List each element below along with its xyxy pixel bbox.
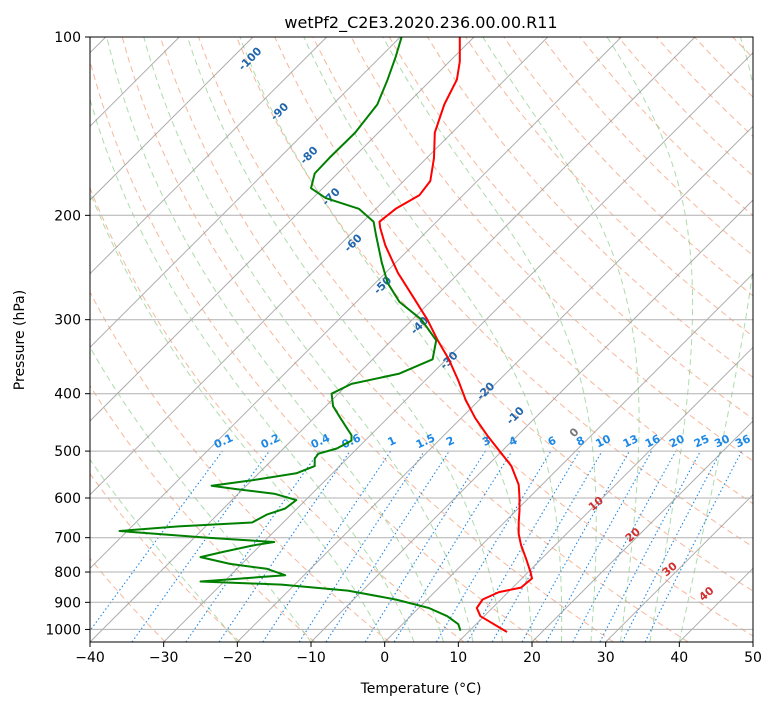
dry-adiabat-line <box>503 37 753 297</box>
x-tick-label: 50 <box>744 650 762 666</box>
x-axis-label: Temperature (°C) <box>360 681 482 697</box>
isotherm-line <box>384 272 753 642</box>
y-tick-label: 500 <box>54 444 81 460</box>
temperature-line <box>378 37 533 633</box>
moist-adiabat-line <box>382 37 597 642</box>
isotherm-line <box>90 37 622 570</box>
mixing-ratio-line <box>644 450 743 642</box>
moist-adiabat-line <box>90 190 386 642</box>
isotherm-line <box>605 493 753 642</box>
dry-adiabat-line <box>274 37 753 548</box>
x-tick-label: 0 <box>380 650 389 666</box>
isotherm-line <box>531 420 753 642</box>
mixing-ratio-line <box>325 450 450 642</box>
y-tick-label: 100 <box>54 30 81 46</box>
mixing-ratio-label: 36 <box>733 432 753 450</box>
mixing-ratio-label: 13 <box>621 432 640 450</box>
dewpoint-line <box>118 37 462 632</box>
dry-adiabat-line <box>90 384 316 642</box>
dry-adiabat-line <box>159 37 689 642</box>
x-tick-label: 30 <box>597 650 615 666</box>
dry-adiabat-line <box>426 37 753 378</box>
y-tick-label: 800 <box>54 565 81 581</box>
y-tick-label: 200 <box>54 208 81 224</box>
mixing-ratio-line <box>572 450 677 642</box>
x-tick-label: 20 <box>523 650 541 666</box>
mixing-ratio-label: 10 <box>594 432 614 450</box>
chart-title: wetPf2_C2E3.2020.236.00.00.R11 <box>284 13 557 33</box>
x-tick-label: −40 <box>75 650 105 666</box>
moist-adiabat-line <box>239 37 533 642</box>
moist-adiabat-line <box>90 458 238 642</box>
isotherm-line <box>90 37 549 496</box>
mixing-ratio-label: 16 <box>643 432 663 450</box>
moist-adiabat-line <box>678 37 753 642</box>
moist-adiabat-line <box>106 37 445 642</box>
isotherm-line <box>90 37 475 422</box>
isotherm-line <box>236 125 753 642</box>
moist-adiabat-line <box>606 37 694 642</box>
moist-adiabat-line <box>303 37 563 642</box>
mixing-ratio-label: 30 <box>712 432 732 450</box>
mixing-ratio-line <box>185 450 320 642</box>
x-tick-label: −30 <box>149 650 179 666</box>
mixing-ratio-line <box>298 450 425 642</box>
y-tick-label: 1000 <box>45 622 81 638</box>
dry-adiabat-line <box>465 37 753 338</box>
isotherm-line <box>90 37 401 349</box>
moist-adiabat-line <box>90 97 415 642</box>
mixing-ratio-line <box>218 450 351 642</box>
dry-adiabat-line <box>90 472 241 642</box>
y-tick-label: 700 <box>54 531 81 547</box>
y-tick-label: 600 <box>54 491 81 507</box>
y-tick-label: 300 <box>54 313 81 329</box>
mixing-ratio-line <box>262 450 392 642</box>
mixing-ratio-line <box>393 450 513 642</box>
isotherm-line <box>457 346 753 642</box>
moist-adiabat-line <box>187 37 503 642</box>
dry-adiabat-line <box>350 37 753 462</box>
y-tick-label: 400 <box>54 387 81 403</box>
dry-adiabat-line <box>236 37 753 592</box>
mixing-ratio-line <box>131 450 270 642</box>
dry-adiabat-line <box>90 186 465 642</box>
x-tick-label: 10 <box>449 650 467 666</box>
mixing-ratio-label: 25 <box>692 432 711 450</box>
mixing-ratio-line <box>90 450 223 632</box>
dry-adiabat-line <box>312 37 753 505</box>
y-axis: 100 200 300 400 500 600 700 800 900 1000 <box>45 30 90 638</box>
moist-adiabat-line <box>143 37 474 642</box>
dry-adiabat-line <box>388 37 753 420</box>
isotherm-line <box>90 37 696 642</box>
dry-adiabat-line <box>121 37 614 642</box>
x-tick-label: 40 <box>670 650 688 666</box>
plot-frame <box>89 36 754 643</box>
isotherm-line <box>90 37 254 201</box>
mixing-ratio-line <box>545 450 653 642</box>
mixing-ratio-label: 20 <box>667 432 687 450</box>
isotherm-line <box>90 37 328 275</box>
moist-adiabat-line <box>482 37 640 642</box>
x-tick-label: −20 <box>223 650 253 666</box>
x-axis: −40 −30 −20 −10 0 10 20 30 40 50 <box>75 642 762 666</box>
x-tick-label: −10 <box>296 650 326 666</box>
profile-lines <box>118 37 533 633</box>
y-tick-label: 900 <box>54 595 81 611</box>
y-axis-label: Pressure (hPa) <box>12 290 28 390</box>
isotherm-line <box>310 199 753 642</box>
mixing-ratio-line <box>521 450 630 642</box>
